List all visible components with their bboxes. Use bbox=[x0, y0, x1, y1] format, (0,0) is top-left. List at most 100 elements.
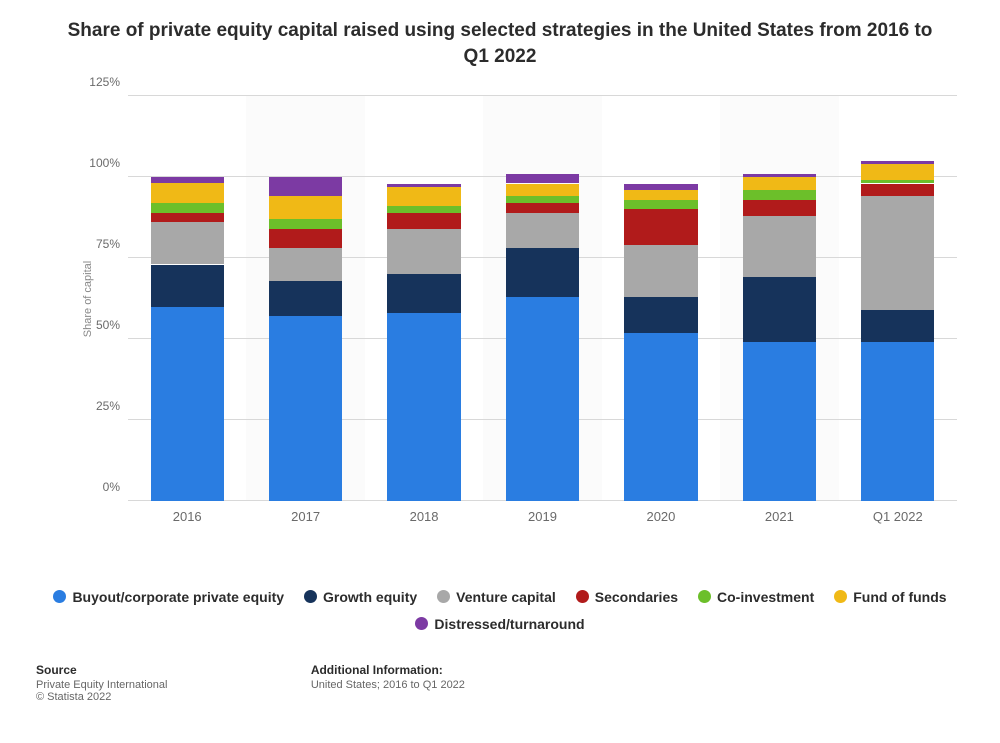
bar-segment bbox=[743, 200, 816, 216]
x-tick-label: 2019 bbox=[528, 509, 557, 524]
bar-segment bbox=[743, 342, 816, 501]
legend-swatch bbox=[415, 617, 428, 630]
bar-segment bbox=[151, 183, 224, 202]
bar-segment bbox=[269, 177, 342, 196]
footer-additional: Additional Information: United States; 2… bbox=[311, 663, 465, 691]
legend-swatch bbox=[698, 590, 711, 603]
bar-segment bbox=[624, 184, 697, 190]
legend-item: Distressed/turnaround bbox=[415, 612, 584, 637]
bar-segment bbox=[506, 184, 579, 197]
bar-segment bbox=[743, 216, 816, 278]
bar-segment bbox=[624, 245, 697, 297]
y-tick-label: 100% bbox=[89, 156, 120, 170]
footer-additional-line1: United States; 2016 to Q1 2022 bbox=[311, 679, 465, 691]
legend-item: Co-investment bbox=[698, 585, 814, 610]
y-tick-label: 75% bbox=[96, 237, 120, 251]
bar-segment bbox=[861, 180, 934, 183]
bar-segment bbox=[387, 184, 460, 187]
y-tick-label: 50% bbox=[96, 318, 120, 332]
bar-segment bbox=[861, 161, 934, 164]
legend-label: Secondaries bbox=[595, 589, 678, 605]
footer-source-hdr: Source bbox=[36, 663, 167, 677]
bar-segment bbox=[269, 316, 342, 501]
bar-segment bbox=[506, 248, 579, 297]
bar-segment bbox=[861, 164, 934, 180]
y-axis-label: Share of capital bbox=[82, 260, 94, 336]
footer-source: Source Private Equity International © St… bbox=[36, 663, 167, 703]
legend-swatch bbox=[576, 590, 589, 603]
bar-segment bbox=[743, 177, 816, 190]
x-tick-label: 2016 bbox=[173, 509, 202, 524]
bar-group bbox=[861, 96, 934, 501]
bar-segment bbox=[387, 213, 460, 229]
bar-segment bbox=[506, 174, 579, 184]
bar-segment bbox=[269, 219, 342, 229]
bar-segment bbox=[624, 297, 697, 333]
legend-item: Fund of funds bbox=[834, 585, 946, 610]
x-tick-label: 2021 bbox=[765, 509, 794, 524]
bar-group bbox=[387, 96, 460, 501]
bar-segment bbox=[151, 203, 224, 213]
footer: Source Private Equity International © St… bbox=[36, 663, 964, 703]
bar-segment bbox=[506, 203, 579, 213]
bar-segment bbox=[624, 200, 697, 210]
bar-segment bbox=[387, 229, 460, 274]
y-tick-label: 0% bbox=[103, 480, 120, 494]
x-tick-label: 2017 bbox=[291, 509, 320, 524]
bar-segment bbox=[151, 307, 224, 501]
bar-group bbox=[743, 96, 816, 501]
legend-item: Secondaries bbox=[576, 585, 678, 610]
bar-group bbox=[269, 96, 342, 501]
x-tick-label: Q1 2022 bbox=[873, 509, 923, 524]
bar-group bbox=[624, 96, 697, 501]
legend-swatch bbox=[834, 590, 847, 603]
legend-label: Buyout/corporate private equity bbox=[72, 589, 284, 605]
legend-label: Venture capital bbox=[456, 589, 556, 605]
legend-label: Fund of funds bbox=[853, 589, 946, 605]
bar-segment bbox=[269, 281, 342, 317]
bar-segment bbox=[151, 222, 224, 264]
bar-segment bbox=[387, 187, 460, 206]
bar-segment bbox=[861, 310, 934, 342]
legend-label: Co-investment bbox=[717, 589, 814, 605]
bar-segment bbox=[861, 342, 934, 501]
bar-segment bbox=[506, 213, 579, 249]
legend: Buyout/corporate private equity Growth eq… bbox=[36, 585, 964, 639]
legend-swatch bbox=[437, 590, 450, 603]
legend-swatch bbox=[53, 590, 66, 603]
bar-segment bbox=[861, 196, 934, 309]
legend-item: Buyout/corporate private equity bbox=[53, 585, 284, 610]
x-tick-label: 2018 bbox=[410, 509, 439, 524]
bar-segment bbox=[269, 196, 342, 219]
chart-title: Share of private equity capital raised u… bbox=[0, 0, 1000, 75]
legend-item: Venture capital bbox=[437, 585, 556, 610]
bar-segment bbox=[269, 248, 342, 280]
bar-segment bbox=[387, 206, 460, 212]
footer-additional-hdr: Additional Information: bbox=[311, 663, 465, 677]
legend-item: Growth equity bbox=[304, 585, 417, 610]
bar-segment bbox=[743, 174, 816, 177]
legend-label: Distressed/turnaround bbox=[434, 616, 584, 632]
bar-segment bbox=[151, 265, 224, 307]
x-tick-label: 2020 bbox=[646, 509, 675, 524]
x-tick-container: 2016 2017 2018 2019 2020 2021 Q1 2022 bbox=[128, 509, 957, 529]
bar-segment bbox=[151, 213, 224, 223]
bar-group bbox=[151, 96, 224, 501]
plot-area: Share of capital 20162017201820192020202… bbox=[128, 96, 957, 501]
chart-area: Share of capital 2016 2017 2018 2019 2020 202… bbox=[70, 96, 965, 541]
bar-group bbox=[506, 96, 579, 501]
y-tick-label: 125% bbox=[89, 75, 120, 89]
bar-segment bbox=[624, 333, 697, 501]
bar-segment bbox=[743, 277, 816, 342]
bar-segment bbox=[624, 209, 697, 245]
bar-segment bbox=[624, 190, 697, 200]
bar-segment bbox=[743, 190, 816, 200]
bar-segment bbox=[861, 184, 934, 197]
bar-segment bbox=[506, 297, 579, 501]
footer-source-line2: © Statista 2022 bbox=[36, 691, 167, 703]
bar-segment bbox=[387, 274, 460, 313]
bar-segment bbox=[387, 313, 460, 501]
footer-source-line1: Private Equity International bbox=[36, 679, 167, 691]
y-tick-label: 25% bbox=[96, 399, 120, 413]
bar-segment bbox=[151, 177, 224, 183]
